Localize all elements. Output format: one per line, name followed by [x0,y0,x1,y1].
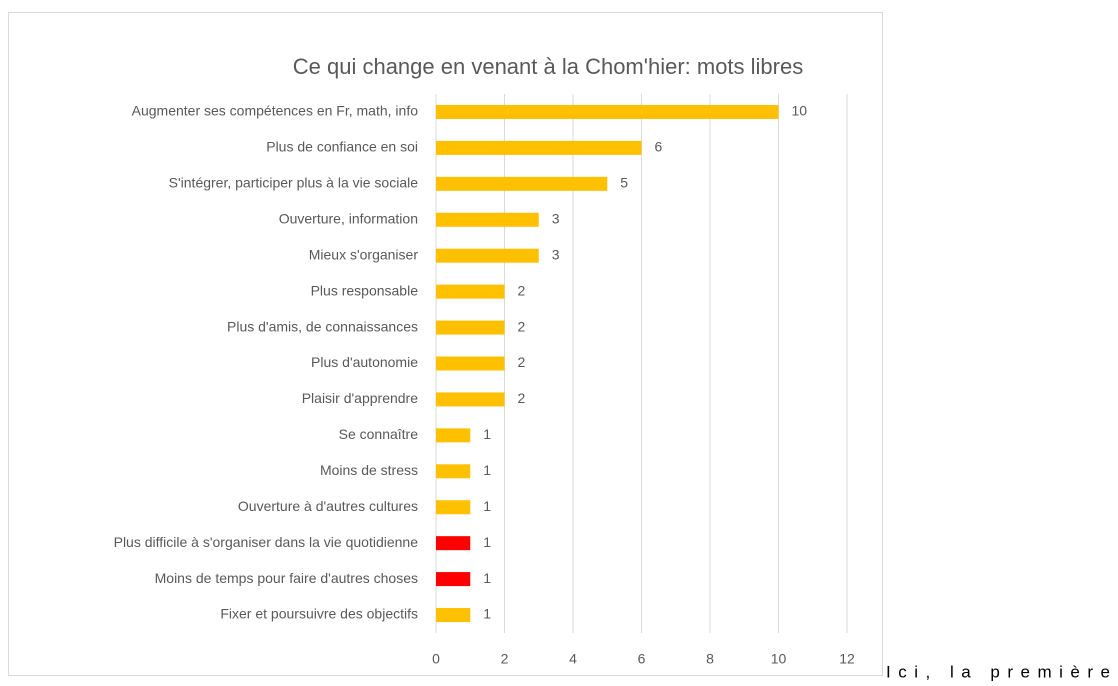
bar [436,248,539,263]
bar [436,500,471,515]
y-tick-label: Plus de confiance en soi [266,139,418,155]
value-label: 3 [552,210,560,226]
x-tick-label: 12 [839,651,855,667]
y-tick-label: Mieux s'organiser [309,246,419,262]
chart-border [8,12,883,676]
y-tick-label: Fixer et poursuivre des objectifs [220,606,418,622]
y-tick-label: S'intégrer, participer plus à la vie soc… [169,175,419,191]
bar [436,572,471,587]
value-label: 1 [483,498,491,514]
x-tick-label: 6 [638,651,646,667]
bar [436,392,505,407]
y-tick-label: Plus d'amis, de connaissances [227,318,418,334]
y-tick-label: Augmenter ses compétences en Fr, math, i… [132,103,419,119]
y-tick-label: Ouverture, information [279,210,418,226]
y-tick-label: Ouverture à d'autres cultures [238,498,418,514]
value-label: 2 [518,390,526,406]
chart-title: Ce qui change en venant à la Chom'hier: … [293,54,803,79]
body-text: Ici, la première [886,662,1110,681]
value-label: 2 [518,318,526,334]
value-label: 10 [792,103,808,119]
bar [436,464,471,479]
x-tick-label: 2 [501,651,509,667]
value-label: 6 [655,139,663,155]
x-tick-label: 8 [706,651,714,667]
value-label: 1 [483,462,491,478]
x-tick-label: 4 [569,651,577,667]
bar [436,212,539,227]
value-label: 2 [518,282,526,298]
value-label: 3 [552,246,560,262]
value-label: 1 [483,606,491,622]
value-label: 5 [620,175,628,191]
value-label: 1 [483,426,491,442]
bar [436,608,471,623]
y-tick-label: Moins de temps pour faire d'autres chose… [155,570,418,586]
bar [436,356,505,371]
x-tick-label: 0 [432,651,440,667]
y-tick-label: Plus difficile à s'organiser dans la vie… [114,534,419,550]
bar [436,536,471,551]
value-label: 1 [483,570,491,586]
value-label: 1 [483,534,491,550]
bar [436,176,608,191]
y-tick-label: Plus responsable [311,282,419,298]
y-tick-label: Plus d'autonomie [311,354,418,370]
x-tick-label: 10 [771,651,787,667]
bar [436,140,642,155]
y-tick-label: Plaisir d'apprendre [302,390,419,406]
value-label: 2 [518,354,526,370]
y-tick-label: Se connaître [339,426,419,442]
bar [436,428,471,443]
bar [436,284,505,299]
bar [436,104,779,119]
bar [436,320,505,335]
y-tick-label: Moins de stress [320,462,418,478]
